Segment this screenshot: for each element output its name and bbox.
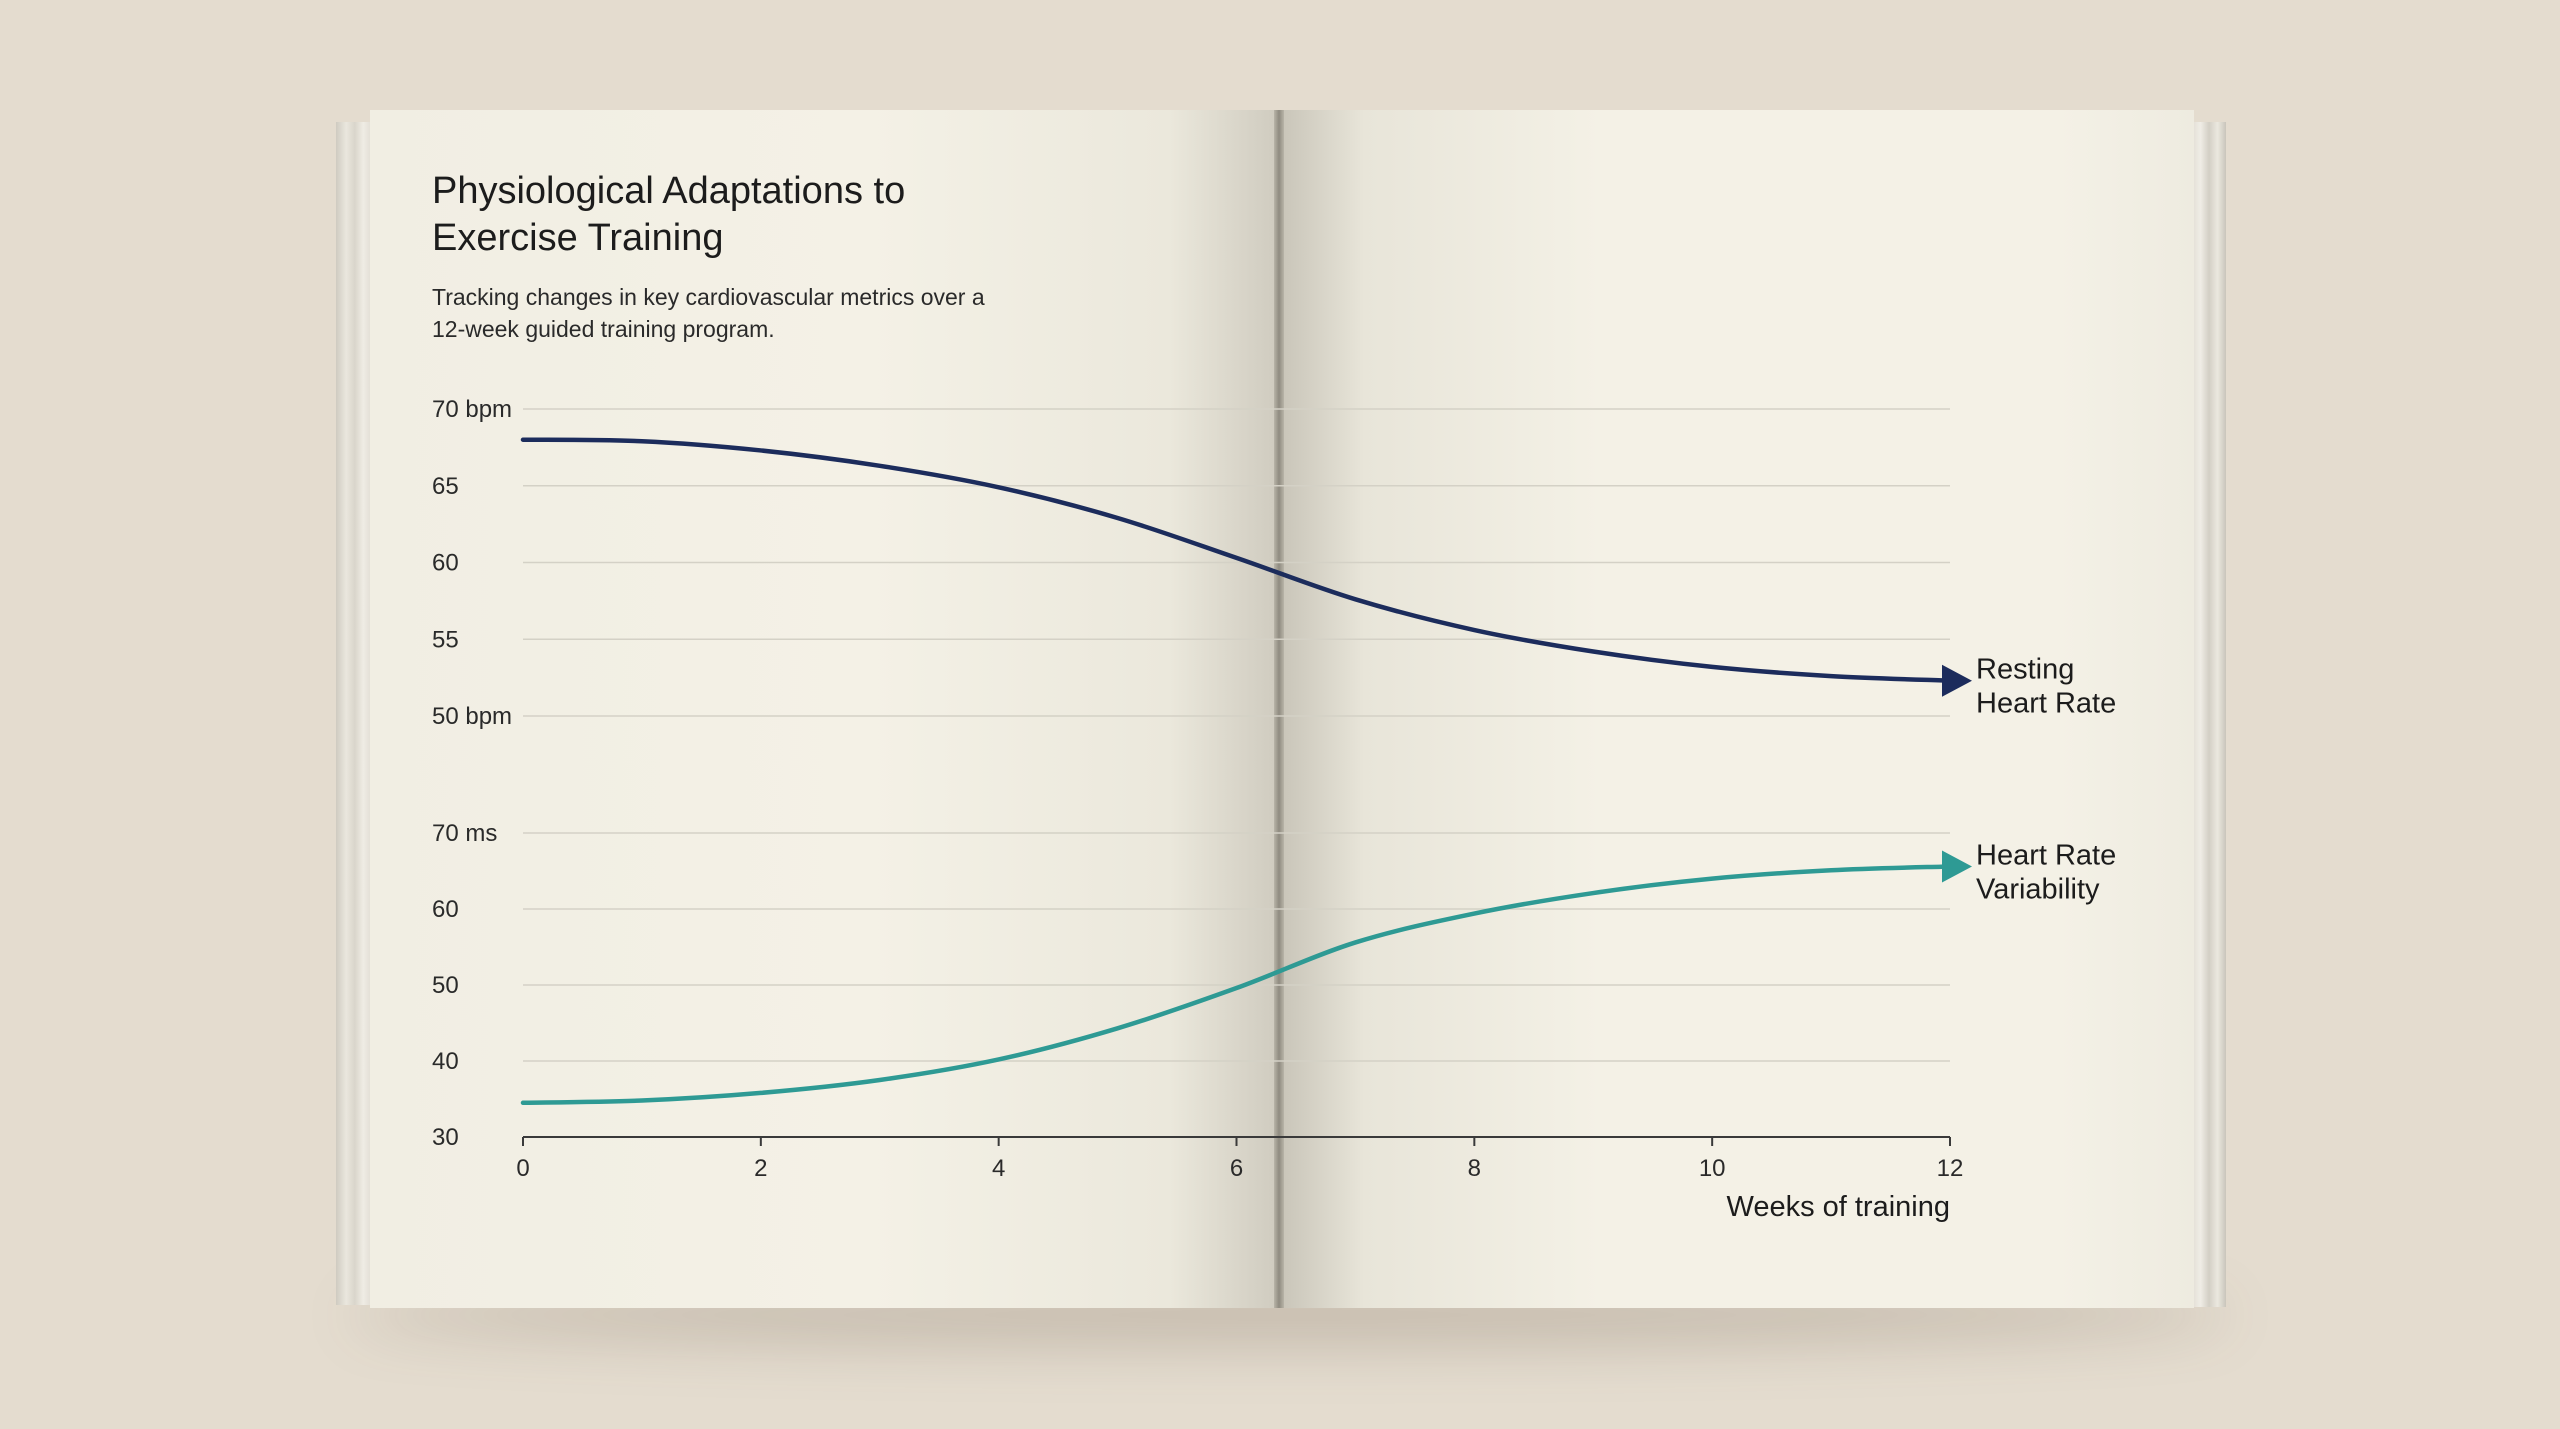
resting-hr-y-tick-label: 60 xyxy=(432,550,459,577)
hrv-line xyxy=(520,864,1953,1106)
resting-hr-series-label: Resting Heart Rate xyxy=(1976,654,2116,720)
x-axis-title: Weeks of training xyxy=(1726,1191,1950,1223)
hrv-y-tick-label: 60 xyxy=(432,896,459,923)
hrv-y-tick-label: 70 ms xyxy=(432,820,497,847)
page-stack-right xyxy=(2192,122,2226,1307)
resting-hr-arrowhead xyxy=(1942,664,1972,697)
hrv-y-tick-label: 40 xyxy=(432,1048,459,1075)
chart-subtitle: Tracking changes in key cardiovascular m… xyxy=(432,284,985,342)
hrv-y-tick-label: 50 xyxy=(432,972,459,999)
resting-hr-y-tick-label: 70 bpm xyxy=(432,396,512,423)
x-tick-label: 4 xyxy=(992,1155,1005,1182)
right-page xyxy=(1282,110,2194,1308)
left-page xyxy=(370,110,1278,1308)
resting-hr-y-tick-label: 55 xyxy=(432,626,459,653)
resting-hr-y-tick-label: 65 xyxy=(432,473,459,500)
resting-hr-line xyxy=(520,437,1953,683)
chart-title: Physiological Adaptations to Exercise Tr… xyxy=(432,170,906,259)
hrv-y-tick-label: 30 xyxy=(432,1124,459,1151)
book-gutter xyxy=(1274,110,1284,1308)
hrv-series-label: Heart Rate Variability xyxy=(1976,839,2116,905)
x-tick-label: 8 xyxy=(1468,1155,1481,1182)
x-tick-label: 12 xyxy=(1937,1155,1964,1182)
page-stack-left xyxy=(336,122,370,1305)
hrv-arrowhead xyxy=(1942,850,1972,883)
x-tick-label: 0 xyxy=(516,1155,529,1182)
x-tick-label: 10 xyxy=(1699,1155,1726,1182)
x-tick-label: 6 xyxy=(1230,1155,1243,1182)
x-tick-label: 2 xyxy=(754,1155,767,1182)
resting-hr-y-tick-label: 50 bpm xyxy=(432,703,512,730)
